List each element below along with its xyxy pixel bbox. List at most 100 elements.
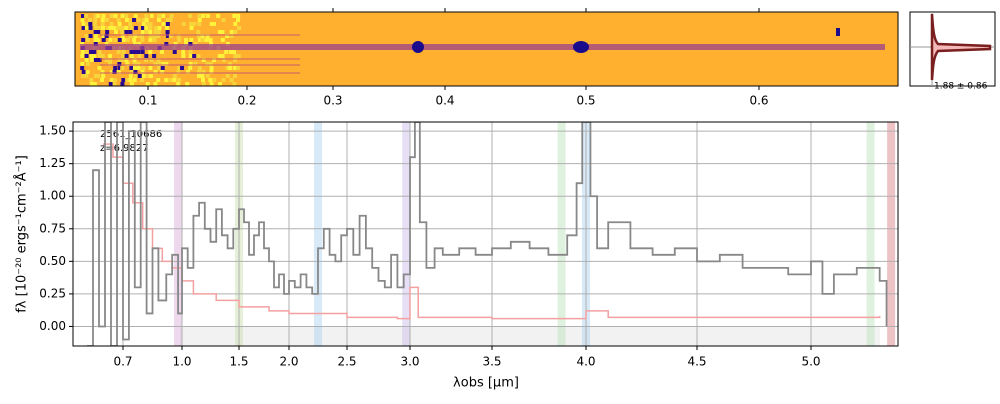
image-pixel (228, 50, 233, 54)
image-pixel (212, 22, 217, 26)
image-tick-label: 0.2 (237, 94, 256, 108)
image-pixel (205, 14, 210, 18)
image-pixel (209, 22, 214, 26)
image-pixel (93, 26, 98, 30)
image-pixel (156, 14, 161, 18)
image-pixel (221, 18, 226, 22)
image-pixel (141, 66, 146, 70)
image-pixel (93, 38, 98, 42)
image-pixel (208, 78, 213, 82)
image-pixel (201, 14, 206, 18)
image-pixel (89, 54, 94, 58)
image-pixel (197, 14, 202, 18)
image-pixel (128, 78, 133, 82)
image-pixel (80, 54, 85, 58)
image-pixel (84, 26, 89, 30)
image-pixel (149, 74, 154, 78)
image-pixel (204, 38, 209, 42)
profile-curve (930, 13, 992, 81)
line-marker (174, 122, 183, 346)
image-pixel (224, 50, 229, 54)
image-pixel (105, 30, 110, 34)
image-pixel (117, 38, 122, 42)
image-pixel (160, 50, 165, 54)
image-pixel (129, 50, 134, 54)
image-pixel (153, 30, 158, 34)
image-pixel (84, 54, 89, 58)
image-pixel (124, 26, 129, 30)
image-tick-label: 0.3 (323, 94, 342, 108)
image-pixel (93, 74, 98, 78)
image-pixel (144, 14, 149, 18)
image-pixel (140, 38, 145, 42)
image-pixel (141, 74, 146, 78)
image-pixel (236, 54, 241, 58)
image-pixel (165, 30, 170, 34)
image-pixel (124, 14, 129, 18)
image-pixel (177, 66, 182, 70)
image-pixel (80, 14, 85, 18)
spectrum-line (87, 122, 888, 346)
image-pixel (113, 66, 118, 70)
y-tick-label: 0.50 (39, 254, 66, 268)
image-pixel (80, 18, 85, 22)
image-pixel (197, 18, 202, 22)
image-pixel (120, 14, 125, 18)
image-pixel (196, 54, 201, 58)
image-pixel (232, 50, 237, 54)
image-pixel (140, 78, 145, 82)
image-pixel (108, 54, 113, 58)
image-pixel (144, 30, 149, 34)
image-pixel (84, 50, 89, 54)
image-pixel (200, 38, 205, 42)
image-pixel (101, 14, 106, 18)
image-pixel (100, 78, 105, 82)
image-pixel (88, 34, 93, 38)
image-pixel (192, 22, 197, 26)
image-pixel (129, 18, 134, 22)
image-pixel (192, 54, 197, 58)
image-pixel (164, 78, 169, 82)
image-pixel (120, 66, 125, 70)
image-pixel (196, 30, 201, 34)
spectrum-line (103, 143, 881, 320)
image-pixel (85, 70, 90, 74)
image-pixel (233, 30, 238, 34)
blob (836, 28, 840, 36)
image-pixel (221, 78, 226, 82)
trace-faint (100, 34, 300, 36)
image-pixel (153, 26, 158, 30)
x-tick-label: 2.5 (337, 355, 356, 369)
image-pixel (121, 54, 126, 58)
image-pixel (125, 38, 130, 42)
image-pixel (109, 14, 114, 18)
spectrum-image (74, 11, 899, 87)
image-pixel (124, 18, 129, 22)
plot-frame (72, 121, 899, 347)
image-pixel (81, 22, 86, 26)
image-pixel (148, 50, 153, 54)
image-pixel (93, 34, 98, 38)
image-pixel (144, 26, 149, 30)
image-pixel (97, 58, 102, 62)
y-tick-label: 1.00 (39, 189, 66, 203)
image-pixel (133, 26, 138, 30)
image-pixel (228, 66, 233, 70)
x-tick-label: 0.7 (113, 355, 132, 369)
image-pixel (181, 50, 186, 54)
image-pixel (80, 62, 85, 66)
image-pixel (161, 22, 166, 26)
image-pixel (109, 22, 114, 26)
image-pixel (153, 82, 158, 86)
image-pixel (225, 74, 230, 78)
image-pixel (81, 26, 86, 30)
profile-label: 1.88 ± 0.86 (934, 82, 988, 92)
image-pixel (189, 38, 194, 42)
image-pixel (105, 26, 110, 30)
image-pixel (152, 38, 157, 42)
image-pixel (232, 82, 237, 86)
image-pixel (217, 54, 222, 58)
image-pixel (89, 58, 94, 62)
image-pixel (101, 74, 106, 78)
